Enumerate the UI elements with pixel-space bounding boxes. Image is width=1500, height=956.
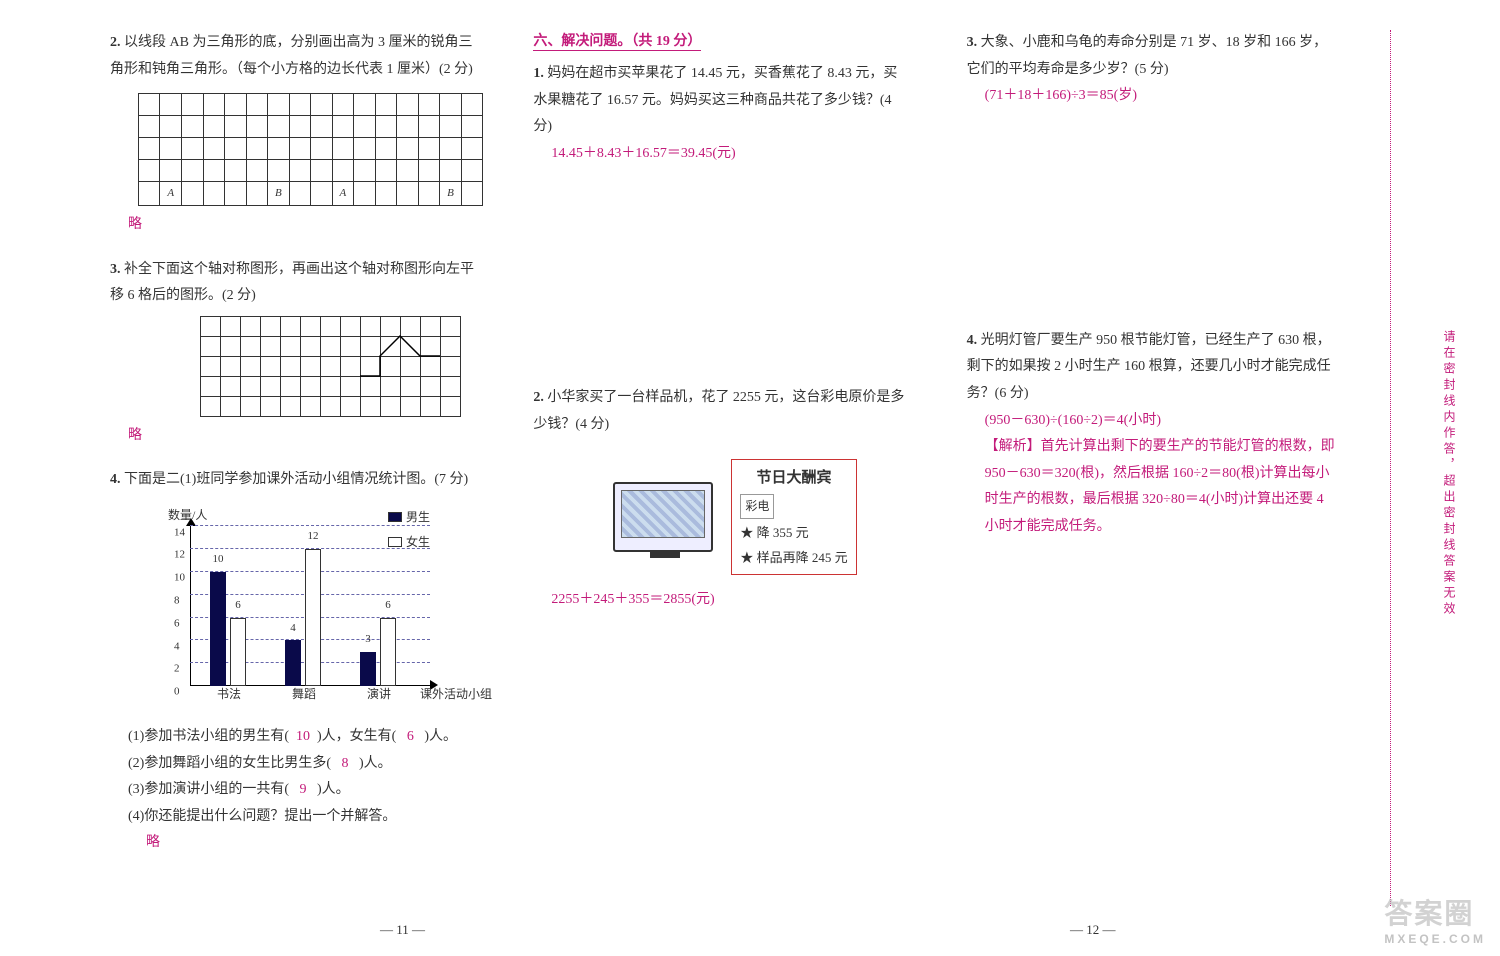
problem-num: 3. <box>967 35 978 50</box>
promo-line1: ★ 降 355 元 <box>740 521 847 546</box>
page-container: 2. 以线段 AB 为三角形的底，分别画出高为 3 厘米的锐角三角形和钝角三角形… <box>0 0 1370 956</box>
promo-tag: 彩电 <box>740 494 774 519</box>
answer: 2255＋245＋355＝2855(元) <box>533 587 906 614</box>
page-number-11: — 11 — <box>380 922 425 938</box>
page-number-12: — 12 — <box>1070 922 1116 938</box>
problem-4: 4. 下面是二(1)班同学参加课外活动小组情况统计图。(7 分) 数量/人 男生… <box>110 467 483 857</box>
problem-2: 2. 以线段 AB 为三角形的底，分别画出高为 3 厘米的锐角三角形和钝角三角形… <box>110 30 483 239</box>
problem-num: 4. <box>967 333 978 348</box>
sub-q4: (4)你还能提出什么问题？提出一个并解答。 <box>110 804 483 831</box>
q3-blank: 9 <box>289 777 317 804</box>
problem-text: 妈妈在超市买苹果花了 14.45 元，买香蕉花了 8.43 元，买水果糖花了 1… <box>533 66 897 134</box>
q1-blank1: 10 <box>289 724 317 751</box>
problem-text: 光明灯管厂要生产 950 根节能灯管，已经生产了 630 根，剩下的如果按 2 … <box>967 333 1331 401</box>
sub-q3: (3)参加演讲小组的一共有(9)人。 <box>110 777 483 804</box>
problem-text: 大象、小鹿和乌龟的寿命分别是 71 岁、18 岁和 166 岁，它们的平均寿命是… <box>967 35 1328 77</box>
tv-promo: 节日大酬宾 彩电 ★ 降 355 元 ★ 样品再降 245 元 <box>613 459 906 576</box>
problem-num: 3. <box>110 262 121 277</box>
promo-title: 节日大酬宾 <box>740 464 847 493</box>
watermark-text: 答案圈 <box>1384 898 1474 929</box>
answer: (71＋18＋166)÷3＝85(岁) <box>967 83 1340 110</box>
swatch-boys <box>388 512 402 522</box>
promo-box: 节日大酬宾 彩电 ★ 降 355 元 ★ 样品再降 245 元 <box>731 459 856 576</box>
x-axis-title: 课外活动小组 <box>420 683 492 706</box>
answer-略: 略 <box>110 423 483 450</box>
q1-blank2: 6 <box>396 724 424 751</box>
watermark: 答案圈 MXEQE.COM <box>1384 892 1486 946</box>
sealing-line-text: 请在密封线内作答，超出密封线答案无效 <box>1441 330 1458 618</box>
q1a: (1)参加书法小组的男生有( <box>128 729 289 744</box>
promo-line2: ★ 样品再降 245 元 <box>740 546 847 571</box>
sub-q1: (1)参加书法小组的男生有(10)人，女生有(6)人。 <box>110 724 483 751</box>
grid-2: ABAB <box>138 93 483 206</box>
problem-num: 2. <box>533 390 544 405</box>
q3b: )人。 <box>317 782 350 797</box>
expl-label: 【解析】 <box>985 439 1041 454</box>
column-3: 3. 大象、小鹿和乌龟的寿命分别是 71 岁、18 岁和 166 岁，它们的平均… <box>937 30 1370 906</box>
tv-icon <box>613 482 713 552</box>
grid-3 <box>200 316 461 417</box>
watermark-url: MXEQE.COM <box>1384 932 1486 946</box>
q1c: )人。 <box>424 729 457 744</box>
q1b: )人，女生有( <box>317 729 396 744</box>
q2a: (2)参加舞蹈小组的女生比男生多( <box>128 756 331 771</box>
problem-c3-3: 3. 大象、小鹿和乌龟的寿命分别是 71 岁、18 岁和 166 岁，它们的平均… <box>967 30 1340 110</box>
answer-略: 略 <box>110 830 483 857</box>
sub-q2: (2)参加舞蹈小组的女生比男生多(8)人。 <box>110 751 483 778</box>
problem-num: 4. <box>110 472 121 487</box>
problem-text: 下面是二(1)班同学参加课外活动小组情况统计图。(7 分) <box>124 472 468 487</box>
problem-num: 2. <box>110 35 121 50</box>
column-2: 六、解决问题。（共 19 分） 1. 妈妈在超市买苹果花了 14.45 元，买香… <box>503 30 936 906</box>
bar-chart: 数量/人 男生 女生 课外活动小组 02468101214106书法412舞蹈3… <box>140 504 460 714</box>
sealing-line: 请在密封线内作答，超出密封线答案无效 <box>1390 30 1480 906</box>
q2-blank: 8 <box>331 751 359 778</box>
column-1: 2. 以线段 AB 为三角形的底，分别画出高为 3 厘米的锐角三角形和钝角三角形… <box>0 30 503 906</box>
problem-3: 3. 补全下面这个轴对称图形，再画出这个轴对称图形向左平移 6 格后的图形。(2… <box>110 257 483 450</box>
problem-num: 1. <box>533 66 544 81</box>
problem-c2-1: 1. 妈妈在超市买苹果花了 14.45 元，买香蕉花了 8.43 元，买水果糖花… <box>533 61 906 167</box>
problem-text: 补全下面这个轴对称图形，再画出这个轴对称图形向左平移 6 格后的图形。(2 分) <box>110 262 474 304</box>
problem-c3-4: 4. 光明灯管厂要生产 950 根节能灯管，已经生产了 630 根，剩下的如果按… <box>967 328 1340 541</box>
answer: (950－630)÷(160÷2)＝4(小时) <box>967 408 1340 435</box>
answer-略: 略 <box>110 212 483 239</box>
explanation: 【解析】首先计算出剩下的要生产的节能灯管的根数，即 950－630＝320(根)… <box>967 434 1340 540</box>
q2b: )人。 <box>359 756 392 771</box>
q3a: (3)参加演讲小组的一共有( <box>128 782 289 797</box>
problem-text: 以线段 AB 为三角形的底，分别画出高为 3 厘米的锐角三角形和钝角三角形。（每… <box>110 35 473 77</box>
problem-c2-2: 2. 小华家买了一台样品机，花了 2255 元，这台彩电原价是多少钱？(4 分)… <box>533 385 906 613</box>
section-header-6: 六、解决问题。（共 19 分） <box>533 30 701 51</box>
problem-text: 小华家买了一台样品机，花了 2255 元，这台彩电原价是多少钱？(4 分) <box>533 390 904 432</box>
answer: 14.45＋8.43＋16.57＝39.45(元) <box>533 141 906 168</box>
